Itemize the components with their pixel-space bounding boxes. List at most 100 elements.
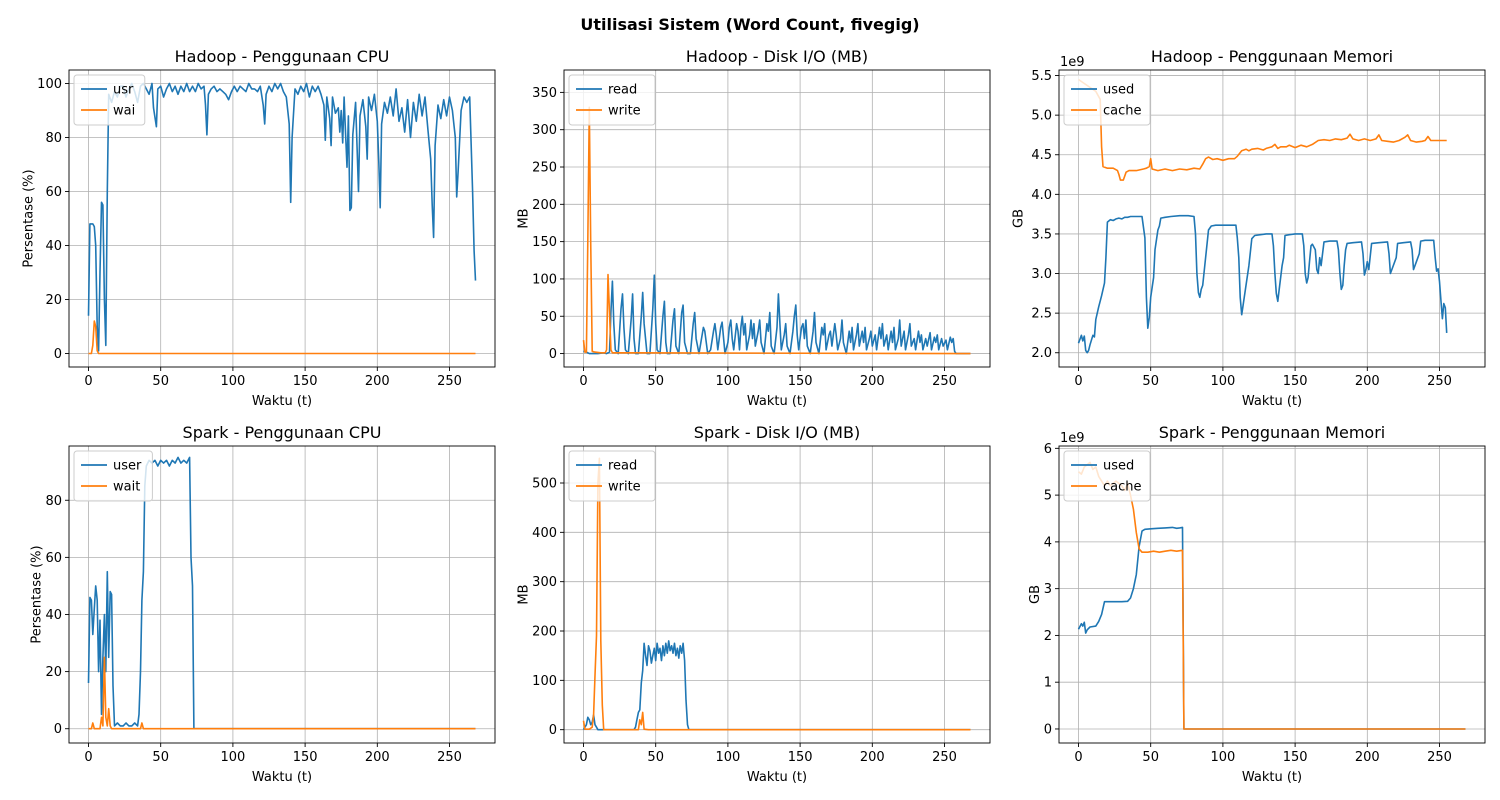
x-tick-label: 100 [220, 374, 245, 389]
legend-box [73, 450, 153, 502]
axes-frame [1058, 445, 1486, 744]
y-tick-label: 5.0 [1031, 109, 1052, 124]
subplot-spark-cpu: 0 50 100 150 200 250 0 20 40 60 80 Spark - Pengguna… [30, 423, 496, 785]
x-tick-label: 200 [1355, 750, 1380, 765]
y-tick-label: 40 [45, 239, 62, 254]
y-tick-label: 4 [1044, 535, 1052, 550]
x-tick-label: 250 [437, 374, 462, 389]
y-tick-label: 4.0 [1031, 188, 1052, 203]
x-tick-label: 50 [647, 374, 664, 389]
series-line-usr [87, 82, 477, 352]
subplot-title: Hadoop - Penggunaan CPU [175, 47, 390, 66]
legend-label: user [113, 459, 142, 474]
subplot-title: Spark - Penggunaan CPU [183, 423, 382, 442]
y-tick-label: 1 [1044, 676, 1052, 691]
series-line-wai [88, 320, 476, 355]
x-axis-label: Waktu (t) [252, 770, 312, 785]
x-tick-label: 100 [220, 750, 245, 765]
y-tick-label: 80 [45, 131, 62, 146]
x-tick-label: 0 [579, 374, 587, 389]
x-tick-label: 250 [932, 750, 957, 765]
x-tick-label: 0 [84, 374, 92, 389]
y-axis-label: GB [1011, 209, 1026, 228]
x-tick-label: 200 [365, 750, 390, 765]
series-line-cache [1077, 461, 1466, 730]
legend-label: read [608, 83, 637, 98]
legend-label: wait [113, 480, 140, 495]
x-tick-label: 150 [788, 374, 813, 389]
y-tick-label: 300 [532, 123, 557, 138]
y-tick-label: 3.0 [1031, 267, 1052, 282]
y-tick-label: 350 [532, 86, 557, 101]
axes-frame [1058, 69, 1486, 368]
x-axis-label: Waktu (t) [747, 394, 807, 409]
legend-box [568, 74, 656, 126]
subplot-spark-disk: 0 50 100 150 200 250 0 100 200 300 400 500 Spark - D… [516, 423, 991, 785]
y-tick-label: 5 [1044, 489, 1052, 504]
legend-box [568, 450, 656, 502]
legend-box [1063, 74, 1151, 126]
y-tick-label: 2.5 [1031, 307, 1052, 322]
y-tick-label: 3.5 [1031, 227, 1052, 242]
legend: read write [568, 74, 656, 126]
y-tick-label: 40 [45, 608, 62, 623]
y-tick-label: 200 [532, 625, 557, 640]
x-tick-label: 250 [1427, 374, 1452, 389]
y-axis-label: MB [516, 584, 531, 604]
subplot-title: Hadoop - Disk I/O (MB) [686, 47, 868, 66]
y-tick-label: 20 [45, 293, 62, 308]
x-tick-label: 100 [1210, 374, 1235, 389]
legend-label: wai [113, 104, 135, 119]
y-tick-label: 50 [540, 310, 557, 325]
legend-label: write [608, 104, 641, 119]
x-tick-label: 50 [1142, 374, 1159, 389]
x-axis-label: Waktu (t) [1242, 394, 1302, 409]
x-tick-label: 100 [715, 374, 740, 389]
legend: used cache [1063, 74, 1151, 126]
series-line-read [583, 274, 971, 355]
y-tick-label: 100 [37, 77, 62, 92]
x-tick-label: 0 [579, 750, 587, 765]
subplot-title: Spark - Disk I/O (MB) [694, 423, 860, 442]
y-tick-label: 0 [1044, 722, 1052, 737]
x-tick-label: 200 [365, 374, 390, 389]
subplot-title: Hadoop - Penggunaan Memori [1151, 47, 1393, 66]
x-tick-label: 150 [1283, 374, 1308, 389]
series-line-used [1077, 526, 1466, 730]
y-tick-label: 100 [532, 674, 557, 689]
y-axis-label: GB [1028, 585, 1043, 604]
y-tick-label: 5.5 [1031, 69, 1052, 84]
x-tick-label: 150 [1283, 750, 1308, 765]
subplot-hadoop-cpu: 0 50 100 150 200 250 0 20 40 60 80 100 Hadoop - Peng… [21, 47, 496, 409]
x-tick-label: 200 [860, 374, 885, 389]
legend-label: usr [113, 83, 134, 98]
series-line-wait [88, 656, 476, 730]
legend-label: cache [1103, 480, 1142, 495]
y-tick-label: 3 [1044, 582, 1052, 597]
y-tick-label: 250 [532, 161, 557, 176]
y-tick-label: 2.0 [1031, 346, 1052, 361]
y-tick-label: 0 [54, 347, 62, 362]
x-tick-label: 100 [1210, 750, 1235, 765]
y-tick-label: 100 [532, 272, 557, 287]
axes-frame [563, 445, 991, 744]
y-tick-label: 0 [549, 347, 557, 362]
y-tick-label: 500 [532, 477, 557, 492]
axes-frame [68, 445, 496, 744]
y-tick-label: 0 [54, 722, 62, 737]
subplot-spark-mem: 0 50 100 150 200 250 0 1 2 3 4 5 6 Spark - Penggunaan… [1028, 423, 1486, 785]
y-tick-label: 0 [549, 723, 557, 738]
legend: read write [568, 450, 656, 502]
y-tick-label: 60 [45, 185, 62, 200]
subplot-hadoop-disk: 0 50 100 150 200 250 0 50 100 150 200 250 300 350 Hado… [516, 47, 991, 409]
series-line-user [87, 456, 476, 730]
x-tick-label: 250 [1427, 750, 1452, 765]
y-tick-label: 200 [532, 198, 557, 213]
x-tick-label: 0 [1074, 750, 1082, 765]
series-line-write [582, 457, 971, 731]
series-line-used [1077, 214, 1448, 354]
x-tick-label: 250 [437, 750, 462, 765]
legend: used cache [1063, 450, 1151, 502]
x-tick-label: 50 [647, 750, 664, 765]
